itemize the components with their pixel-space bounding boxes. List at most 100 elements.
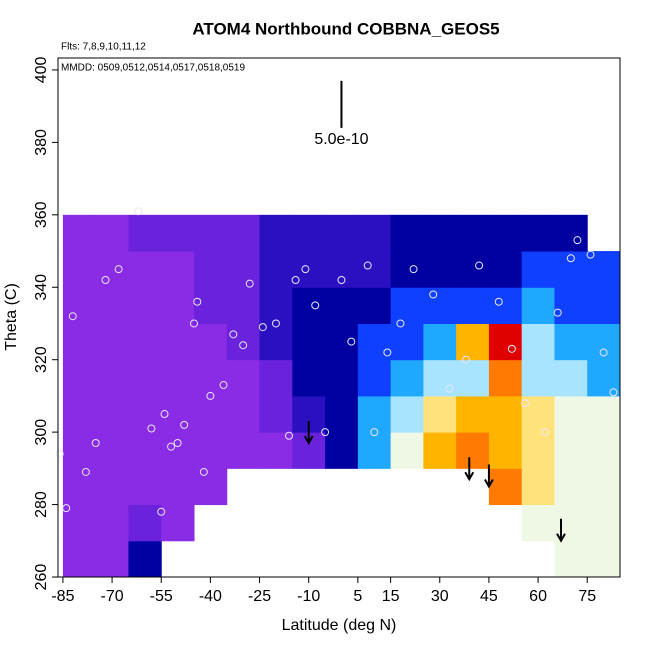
heat-cell — [423, 395, 457, 433]
heat-cell — [226, 395, 261, 433]
heat-cell — [390, 359, 424, 397]
obs-point — [566, 254, 575, 263]
x-axis-label: Latitude (deg N) — [282, 617, 397, 634]
heat-cell — [62, 504, 97, 542]
heat-cell — [554, 214, 588, 252]
heat-cell — [325, 287, 359, 324]
heat-cell — [292, 323, 326, 361]
obs-point — [291, 276, 300, 285]
heat-cell — [325, 323, 359, 361]
heat-cell — [488, 395, 523, 433]
heat-cell — [128, 432, 162, 469]
x-tick-label: -55 — [150, 588, 173, 605]
heat-cell — [390, 287, 424, 324]
heat-cell — [193, 395, 228, 433]
heat-cell — [587, 468, 620, 506]
obs-point — [429, 290, 438, 299]
chart-title: ATOM4 Northbound COBBNA_GEOS5 — [192, 19, 499, 38]
heat-cell — [62, 287, 97, 324]
heat-cell — [390, 395, 424, 433]
arrow — [556, 518, 566, 543]
obs-point — [370, 428, 379, 437]
heat-cell — [62, 214, 97, 252]
obs-point — [337, 276, 346, 285]
heat-cell — [95, 323, 129, 361]
y-tick-label: 340 — [33, 274, 50, 301]
obs-point — [206, 391, 215, 400]
heat-cell — [292, 214, 326, 252]
obs-point — [157, 507, 166, 516]
heat-cell — [357, 359, 392, 397]
heat-cell — [587, 323, 620, 361]
heat-cell — [128, 251, 162, 288]
y-tick-label: 320 — [33, 346, 50, 373]
heat-cell — [390, 251, 424, 288]
heat-cell — [259, 251, 293, 288]
heat-cell — [587, 432, 620, 469]
heat-cell — [128, 395, 162, 433]
heat-cell — [259, 359, 293, 397]
heat-cell — [62, 323, 97, 361]
heat-cell — [521, 468, 555, 506]
heat-cell — [161, 504, 195, 542]
obs-point — [114, 265, 123, 274]
obs-point — [258, 323, 267, 332]
heat-cell — [587, 395, 620, 433]
y-tick-label: 260 — [33, 564, 50, 591]
obs-point — [193, 297, 202, 306]
heat-cell — [357, 432, 392, 469]
heat-cell — [128, 323, 162, 361]
obs-point — [383, 348, 392, 357]
heat-cell — [226, 287, 261, 324]
obs-point — [173, 438, 182, 447]
obs-point — [81, 467, 90, 476]
heat-cell — [259, 323, 293, 361]
obs-point — [573, 236, 582, 245]
obs-point — [494, 297, 503, 306]
heat-cell — [226, 359, 261, 397]
obs-point — [245, 279, 254, 288]
obs-point — [101, 276, 110, 285]
obs-point — [167, 442, 176, 451]
x-tick-label: 15 — [382, 588, 400, 605]
heat-cell — [554, 395, 588, 433]
heat-cell — [423, 359, 457, 397]
heat-cell — [128, 504, 162, 542]
heat-cell — [521, 214, 555, 252]
x-tick-label: -85 — [51, 588, 74, 605]
heat-cell — [488, 287, 523, 324]
arrow — [484, 464, 494, 489]
obs-point — [285, 431, 294, 440]
heat-cell — [62, 432, 97, 469]
x-tick-label: -70 — [101, 588, 124, 605]
heat-cell — [423, 214, 457, 252]
obs-point — [160, 410, 169, 419]
obs-point — [520, 399, 529, 408]
obs-point — [55, 449, 64, 458]
heat-cell — [521, 251, 555, 288]
heat-cell — [488, 468, 523, 506]
x-tick-label: -10 — [297, 588, 320, 605]
y-tick-label: 360 — [33, 201, 50, 228]
heat-cell — [488, 323, 523, 361]
heat-cell — [95, 395, 129, 433]
obs-point — [409, 265, 418, 274]
heat-cell — [226, 214, 261, 252]
heat-cell — [423, 251, 457, 288]
arrow — [464, 457, 475, 482]
heat-cell — [554, 251, 588, 288]
obs-point — [219, 381, 228, 390]
heat-cell — [587, 540, 620, 577]
overlay: 5.0e-10 -85 -70 -55 -40 -25 -10 5 15 30 45 60 75 260 2… — [33, 57, 621, 605]
heat-cell — [456, 287, 490, 324]
heat-cell — [161, 251, 195, 288]
obs-point — [311, 301, 320, 310]
heat-cell — [521, 432, 555, 469]
heat-cell — [161, 359, 195, 397]
obs-point — [599, 348, 608, 357]
heat-cell — [521, 395, 555, 433]
heat-cell — [161, 323, 195, 361]
heat-cell — [95, 540, 129, 577]
obs-point — [147, 424, 156, 433]
obs-point — [586, 250, 595, 259]
